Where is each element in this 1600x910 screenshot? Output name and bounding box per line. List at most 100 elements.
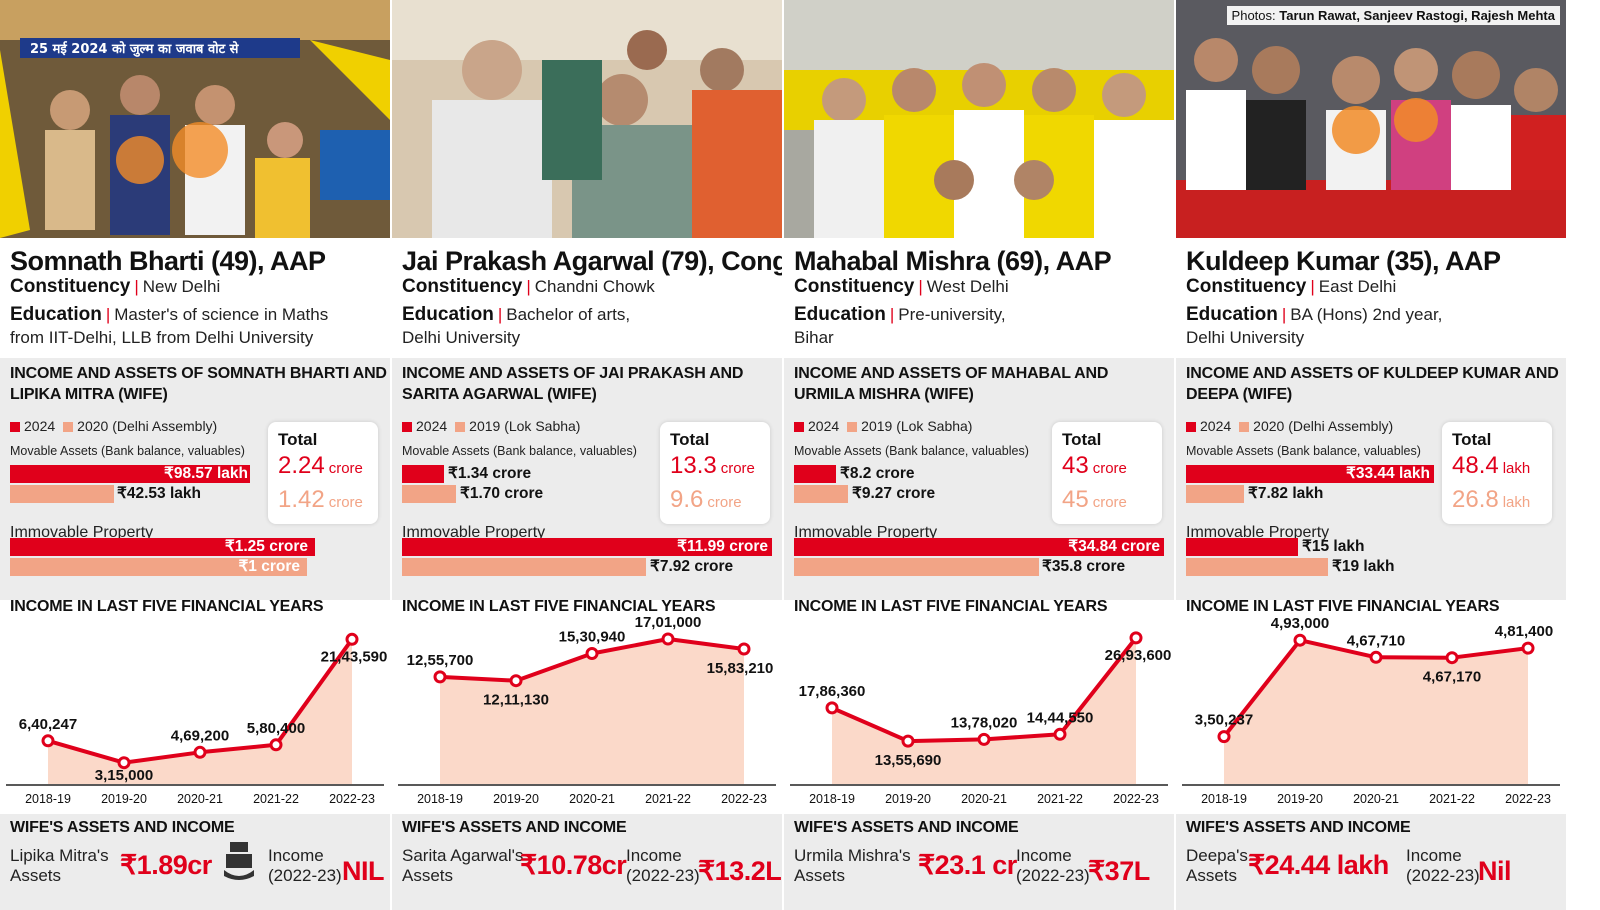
- income-data-label: 26,93,600: [1105, 647, 1172, 664]
- income-data-label: 3,50,237: [1195, 712, 1253, 729]
- x-tick-label: 2018-19: [417, 792, 463, 806]
- income-section: INCOME IN LAST FIVE FINANCIAL YEARS 12,5…: [392, 598, 782, 814]
- total-previous: 45 crore: [1062, 486, 1127, 513]
- wife-assets-value: ₹10.78cr: [520, 850, 627, 880]
- x-tick-label: 2020-21: [1353, 792, 1399, 806]
- wife-income-value: NIL: [342, 856, 385, 886]
- income-data-label: 4,81,400: [1495, 623, 1553, 640]
- income-point: [1445, 651, 1459, 665]
- income-data-label: 14,44,550: [1027, 709, 1094, 726]
- x-tick-label: 2022-23: [1113, 792, 1159, 806]
- income-data-label: 15,83,210: [707, 660, 774, 677]
- total-current: 43 crore: [1062, 452, 1127, 479]
- immovable-property-label: Immovable Property: [10, 524, 154, 541]
- income-data-label: 4,93,000: [1271, 615, 1329, 632]
- page-margin: [1566, 0, 1600, 910]
- income-point: [977, 732, 991, 746]
- constituency-value: East Delhi: [1318, 277, 1397, 296]
- candidate-photo: 25 मई 2024 को जुल्म का जवाब वोट से: [0, 0, 390, 238]
- wife-income-label: Income (2022-23): [626, 846, 700, 885]
- immovable-label-previous: ₹19 lakh: [1332, 558, 1395, 575]
- legend-previous: 2020 (Delhi Assembly): [1253, 418, 1394, 434]
- x-tick-label: 2018-19: [1201, 792, 1247, 806]
- total-current: 48.4 lakh: [1452, 452, 1531, 479]
- x-tick-label: 2021-22: [1429, 792, 1475, 806]
- constituency-value: New Delhi: [142, 277, 221, 296]
- legend-previous: 2020 (Delhi Assembly): [77, 418, 218, 434]
- assets-title: INCOME AND ASSETS OF JAI PRAKASH AND SAR…: [402, 365, 744, 403]
- education-line: Education | BA (Hons) 2nd year,: [1186, 304, 1443, 325]
- income-point: [1129, 631, 1143, 645]
- total-heading: Total: [1062, 430, 1102, 449]
- constituency-line: Constituency | New Delhi: [10, 276, 221, 297]
- income-point: [193, 745, 207, 759]
- wife-section: WIFE'S ASSETS AND INCOME Lipika Mitra's A…: [0, 814, 390, 910]
- x-tick-label: 2019-20: [1277, 792, 1323, 806]
- total-heading: Total: [670, 430, 710, 449]
- constituency-key: Constituency: [10, 276, 131, 297]
- education-key: Education: [1186, 304, 1278, 325]
- immovable-label-previous: ₹35.8 crore: [1042, 558, 1126, 575]
- x-tick-label: 2018-19: [809, 792, 855, 806]
- wife-assets-label: Urmila Mishra's Assets: [794, 846, 911, 885]
- income-area: [1224, 640, 1528, 784]
- income-point: [661, 632, 675, 646]
- column-divider: [782, 0, 784, 910]
- x-tick-label: 2022-23: [329, 792, 375, 806]
- x-tick-label: 2021-22: [253, 792, 299, 806]
- income-title: INCOME IN LAST FIVE FINANCIAL YEARS: [402, 598, 716, 615]
- movable-label-previous: ₹42.53 lakh: [117, 485, 201, 502]
- wife-assets-label: Sarita Agarwal's Assets: [402, 846, 524, 885]
- candidate-photo: [784, 0, 1174, 238]
- education-line: Education | Master's of science in Maths: [10, 304, 329, 325]
- total-box: Total 48.4 lakh 26.8 lakh: [1442, 422, 1552, 524]
- education-line: Education | Bachelor of arts,: [402, 304, 631, 325]
- column-divider: [1174, 0, 1176, 910]
- movable-label-previous: ₹1.70 crore: [460, 485, 544, 502]
- legend: 2024 2019 (Lok Sabha): [794, 418, 972, 434]
- total-previous: 1.42 crore: [278, 486, 363, 513]
- income-line-chart: 17,86,360 2018-19 13,55,690 2019-20 13,78,02…: [790, 631, 1172, 806]
- income-section: INCOME IN LAST FIVE FINANCIAL YEARS 6,40…: [0, 598, 390, 814]
- income-point: [1293, 633, 1307, 647]
- candidate-name: Kuldeep Kumar (35), AAP: [1186, 246, 1501, 276]
- movable-bar-current: [1186, 465, 1434, 483]
- income-area: [48, 639, 352, 784]
- movable-label-current: ₹33.44 lakh: [1346, 465, 1430, 482]
- constituency-value: Chandni Chowk: [534, 277, 655, 296]
- candidate-name: Jai Prakash Agarwal (79), Cong: [402, 246, 789, 276]
- wife-assets-value: ₹1.89cr: [120, 850, 212, 880]
- income-point: [1217, 730, 1231, 744]
- x-tick-label: 2018-19: [25, 792, 71, 806]
- x-tick-label: 2019-20: [493, 792, 539, 806]
- assets-title: INCOME AND ASSETS OF MAHABAL AND URMILA …: [794, 365, 1109, 403]
- x-tick-label: 2020-21: [961, 792, 1007, 806]
- x-tick-label: 2019-20: [101, 792, 147, 806]
- total-current: 13.3 crore: [670, 452, 755, 479]
- wife-assets-value: ₹23.1 cr: [918, 850, 1017, 880]
- money-bag-icon: [224, 842, 254, 880]
- income-section: INCOME IN LAST FIVE FINANCIAL YEARS 17,8…: [784, 598, 1174, 814]
- immovable-property-label: Immovable Property: [1186, 524, 1330, 541]
- wife-income-value: ₹13.2L: [698, 856, 782, 886]
- immovable-bar-previous: [402, 558, 646, 576]
- movable-bar-previous: [402, 485, 456, 503]
- education-value: Bachelor of arts,: [506, 305, 631, 324]
- constituency-value: West Delhi: [926, 277, 1009, 296]
- movable-label-current: ₹8.2 crore: [840, 465, 915, 482]
- constituency-line: Constituency | West Delhi: [794, 276, 1009, 297]
- income-point: [41, 734, 55, 748]
- income-point: [117, 756, 131, 770]
- movable-bar-current: [794, 465, 836, 483]
- total-heading: Total: [278, 430, 318, 449]
- wife-section: WIFE'S ASSETS AND INCOME Urmila Mishra's…: [784, 814, 1174, 910]
- movable-label-current: ₹98.57 lakh: [164, 465, 248, 482]
- x-tick-label: 2022-23: [1505, 792, 1551, 806]
- total-box: Total 43 crore 45 crore: [1052, 422, 1162, 524]
- income-point: [585, 647, 599, 660]
- income-section: INCOME IN LAST FIVE FINANCIAL YEARS 3,50…: [1176, 598, 1566, 814]
- immovable-bar-current: [402, 538, 772, 556]
- legend: 2024 2020 (Delhi Assembly): [1186, 418, 1393, 434]
- immovable-label-previous: ₹1 crore: [238, 558, 300, 575]
- wife-income-label: Income (2022-23): [1016, 846, 1090, 885]
